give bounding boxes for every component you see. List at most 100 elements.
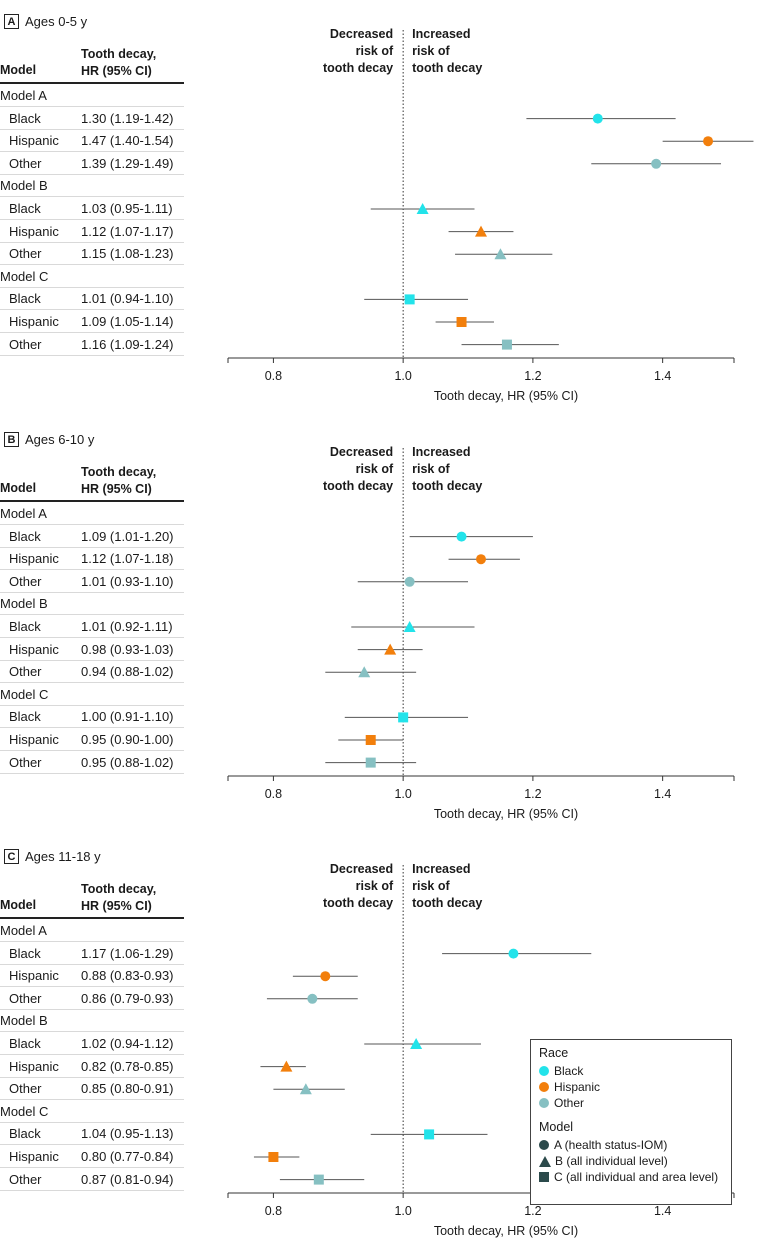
table-row: Hispanic 1.12 (1.07-1.17): [0, 221, 184, 243]
hr-point-circle: [404, 576, 415, 587]
model-group-label: Model B: [0, 178, 48, 194]
x-tick-label: 1.2: [524, 787, 541, 801]
hr-point-circle: [508, 948, 519, 959]
hr-point-square: [365, 735, 376, 745]
hr-header-line1: Tooth decay,: [81, 465, 157, 479]
model-group-row: Model B: [0, 593, 184, 616]
model-group-label: Model B: [0, 596, 48, 612]
hr-value: 0.88 (0.83-0.93): [81, 968, 174, 984]
x-tick-label: 0.8: [265, 787, 282, 801]
increased-risk-line: risk of: [412, 879, 450, 893]
x-tick-label: 1.0: [394, 369, 411, 383]
table-row: Other 0.85 (0.80-0.91): [0, 1078, 184, 1101]
model-group-row: Model C: [0, 684, 184, 706]
legend-item-other: Other: [539, 1096, 584, 1110]
legend-item-model-a: A (health status-IOM): [539, 1138, 667, 1152]
table-row: Black 1.04 (0.95-1.13): [0, 1123, 184, 1146]
hr-point-square: [501, 339, 512, 350]
panel-label: A Ages 0-5 y: [4, 14, 87, 29]
race-label: Hispanic: [9, 1149, 59, 1164]
hr-header-line2: HR (95% CI): [81, 482, 152, 496]
hr-value: 1.03 (0.95-1.11): [81, 201, 173, 216]
model-group-label: Model A: [0, 923, 47, 938]
panel-a: A Ages 0-5 y Tooth decay, HR (95% CI) Model M…: [0, 0, 783, 410]
x-tick-label: 1.2: [524, 369, 541, 383]
hr-point-triangle: [280, 1060, 293, 1072]
header-rule: [0, 500, 184, 502]
hr-value: 1.04 (0.95-1.13): [81, 1126, 174, 1142]
x-axis-label: Tooth decay, HR (95% CI): [434, 389, 578, 403]
circle-icon: [539, 1098, 549, 1108]
decreased-risk-line: risk of: [356, 462, 394, 476]
x-tick-label: 1.4: [654, 787, 671, 801]
panel-letter: C: [4, 849, 19, 864]
table-row: Black 1.01 (0.94-1.10): [0, 288, 184, 311]
hr-point-triangle: [494, 248, 507, 260]
increased-risk-label: Increased risk of tooth decay: [412, 27, 482, 75]
table-row: Hispanic 1.47 (1.40-1.54): [0, 130, 184, 153]
increased-risk-line: tooth decay: [412, 61, 482, 75]
race-label: Hispanic: [9, 314, 59, 329]
hr-point-square: [365, 757, 376, 768]
model-group-label: Model B: [0, 1013, 48, 1029]
increased-risk-line: risk of: [412, 44, 450, 58]
hr-value: 1.01 (0.94-1.10): [81, 291, 174, 307]
table-row: Hispanic 0.80 (0.77-0.84): [0, 1146, 184, 1168]
hr-point-triangle: [410, 1038, 423, 1049]
increased-risk-label: Increased risk of tooth decay: [412, 862, 482, 910]
decreased-risk-line: risk of: [356, 44, 394, 58]
decreased-risk-line: Decreased: [330, 27, 393, 41]
race-label: Hispanic: [9, 223, 59, 239]
hr-value: 1.16 (1.09-1.24): [81, 336, 174, 352]
x-tick-label: 0.8: [265, 369, 282, 383]
race-label: Other: [9, 754, 42, 770]
decreased-risk-line: tooth decay: [323, 479, 393, 493]
race-label: Other: [9, 573, 42, 589]
increased-risk-line: tooth decay: [412, 896, 482, 910]
hr-point-triangle: [416, 203, 429, 214]
table-row: Other 0.94 (0.88-1.02): [0, 661, 184, 684]
table-row: Black 1.01 (0.92-1.11): [0, 616, 184, 638]
table-row: Black 1.30 (1.19-1.42): [0, 108, 184, 130]
panel-label: B Ages 6-10 y: [4, 432, 94, 447]
model-group-label: Model C: [0, 686, 49, 702]
race-label: Other: [9, 664, 42, 680]
model-group-row: Model C: [0, 266, 184, 288]
legend-item-hispanic: Hispanic: [539, 1080, 600, 1094]
table-row: Hispanic 1.09 (1.05-1.14): [0, 311, 184, 333]
forest-plot: Decreased risk of tooth decay Increased risk…: [227, 27, 754, 403]
decreased-risk-label: Decreased risk of tooth decay: [323, 862, 394, 910]
hr-value: 1.17 (1.06-1.29): [81, 945, 174, 961]
table-row: Black 1.00 (0.91-1.10): [0, 706, 184, 729]
hr-point-circle: [703, 136, 714, 147]
race-label: Hispanic: [9, 1058, 59, 1074]
x-axis-label: Tooth decay, HR (95% CI): [434, 807, 578, 821]
hr-point-circle: [320, 971, 331, 982]
square-icon: [539, 1172, 549, 1182]
hr-column-header: Tooth decay, HR (95% CI): [81, 464, 156, 498]
hr-point-square: [268, 1152, 279, 1162]
triangle-icon: [539, 1155, 551, 1167]
hr-value: 1.01 (0.92-1.11): [81, 619, 173, 634]
table-row: Other 0.86 (0.79-0.93): [0, 988, 184, 1010]
hr-value: 0.82 (0.78-0.85): [81, 1058, 174, 1074]
hr-value: 1.01 (0.93-1.10): [81, 573, 174, 589]
x-tick-label: 1.4: [654, 369, 671, 383]
race-label: Hispanic: [9, 732, 59, 747]
model-group-row: Model A: [0, 503, 184, 525]
x-tick-label: 1.0: [394, 1204, 411, 1218]
increased-risk-line: risk of: [412, 462, 450, 476]
hr-point-square: [424, 1129, 435, 1140]
hr-column-header: Tooth decay, HR (95% CI): [81, 881, 156, 915]
increased-risk-line: Increased: [412, 445, 470, 459]
hr-point-triangle: [475, 225, 487, 237]
panel-title: Ages 11-18 y: [25, 849, 101, 864]
race-label: Hispanic: [9, 551, 59, 567]
table-row: Hispanic 0.98 (0.93-1.03): [0, 639, 184, 661]
hr-point-square: [313, 1174, 324, 1185]
hr-value: 1.30 (1.19-1.42): [81, 110, 174, 126]
forest-plot: Decreased risk of tooth decay Increased risk…: [227, 862, 735, 1238]
table-row: Other 1.15 (1.08-1.23): [0, 243, 184, 266]
model-group-row: Model C: [0, 1101, 184, 1123]
race-label: Other: [9, 246, 42, 262]
